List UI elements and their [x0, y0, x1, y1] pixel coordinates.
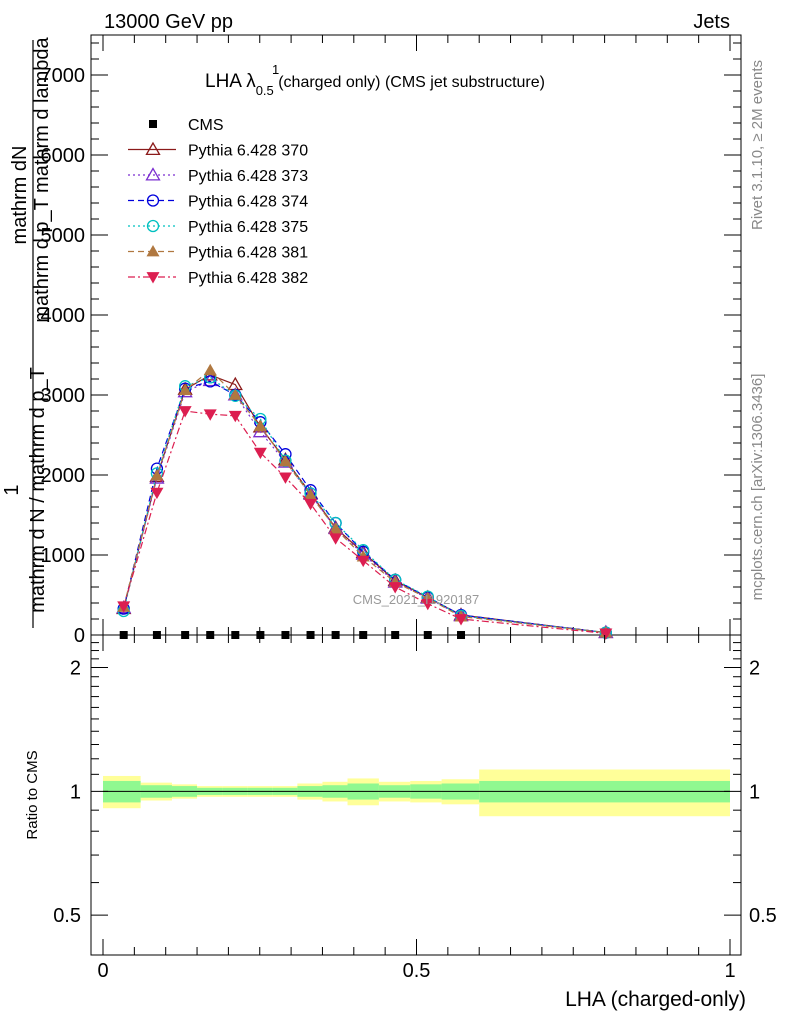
legend-entry: Pythia 6.428 381 [128, 245, 308, 262]
legend-entry: Pythia 6.428 374 [128, 194, 308, 211]
plot-title-rest: (charged only) (CMS jet substructure) [274, 74, 545, 91]
data-point-marker [231, 631, 240, 639]
y-tick-label: 2000 [41, 465, 86, 487]
x-tick-label: 1 [724, 960, 735, 982]
legend-entry: Pythia 6.428 370 [128, 141, 308, 160]
y-tick-label: 5000 [41, 225, 86, 247]
legend-label: Pythia 6.428 373 [188, 168, 308, 185]
data-point-marker [306, 631, 315, 639]
data-point-marker [150, 469, 164, 481]
x-tick-label: 0.5 [403, 960, 431, 982]
ratio-y-tick-label-left: 0.5 [53, 905, 81, 927]
legend-marker [149, 120, 157, 128]
ratio-y-tick-label-left: 2 [70, 658, 81, 680]
y-tick-label: 0 [74, 625, 85, 647]
data-point-marker [253, 419, 267, 432]
legend-label: Pythia 6.428 381 [188, 245, 308, 262]
data-point-marker [281, 631, 290, 639]
data-point-marker [391, 631, 400, 639]
plot-title-superscript: 1 [272, 62, 279, 77]
main-plot-layer: 0 1000 2000 3000 4000 5000 6000 7000 [41, 35, 741, 647]
main-ylabel-top2: mathrm d p_T mathrm d lambda [31, 36, 53, 322]
legend-marker [146, 272, 160, 284]
data-point-marker [423, 631, 432, 639]
ratio-y-tick-label-left: 1 [70, 781, 81, 803]
series-line [123, 369, 606, 634]
rivet-version-label: Rivet 3.1.10, ≥ 2M events [749, 60, 766, 230]
legend-marker [145, 167, 161, 181]
data-point-marker [178, 406, 192, 418]
data-point-marker [454, 614, 468, 626]
series-line [123, 410, 606, 634]
mcplots-label: mcplots.cern.ch [arXiv:1306.3436] [749, 374, 766, 601]
plot-title-main: LHA λ [205, 71, 256, 92]
y-tick-label: 1000 [41, 545, 86, 567]
data-point-marker [278, 454, 292, 467]
data-point-marker [203, 409, 217, 421]
main-ylabel-top: mathrm dN [9, 146, 31, 245]
data-point-marker [304, 498, 318, 511]
data-point-marker [150, 487, 164, 500]
data-point-marker [304, 488, 318, 500]
ratio-y-tick-label-right: 0.5 [749, 905, 777, 927]
data-point-marker [359, 631, 368, 639]
data-point-marker [331, 631, 340, 639]
x-tick-label: 0 [97, 960, 108, 982]
legend-label: CMS [188, 117, 224, 134]
data-point-marker [178, 383, 192, 396]
series-6 [117, 406, 613, 640]
legend-marker [146, 245, 160, 257]
legend-label: Pythia 6.428 382 [188, 270, 308, 287]
header-energy-label: 13000 GeV pp [104, 11, 233, 33]
y-tick-label: 7000 [41, 65, 86, 87]
data-point-marker [206, 631, 215, 639]
ratio-ylabel: Ratio to CMS [24, 750, 41, 839]
analysis-watermark: CMS_2021_I1920187 [353, 592, 480, 607]
series-line [123, 379, 606, 634]
legend: CMS Pythia 6.428 370 Pythia 6.428 373 Pythi… [128, 117, 308, 287]
legend-marker [145, 141, 161, 156]
y-tick-label: 4000 [41, 305, 86, 327]
data-point-marker [203, 363, 217, 376]
legend-marker [146, 194, 160, 207]
data-point-marker [421, 598, 435, 611]
data-point-marker [117, 601, 131, 613]
legend-label: Pythia 6.428 370 [188, 143, 308, 160]
legend-entry: Pythia 6.428 373 [128, 167, 308, 185]
legend-entry: CMS [149, 117, 224, 134]
x-axis-label: LHA (charged-only) [565, 988, 746, 1011]
legend-label: Pythia 6.428 375 [188, 219, 308, 236]
plot-title-subscript: 0.5 [256, 83, 274, 98]
data-point-marker [329, 522, 343, 534]
y-tick-label: 6000 [41, 145, 86, 167]
ratio-plot-layer: 0.5 0.5 1 1 2 2 0 0.5 1 [53, 635, 777, 982]
data-point-marker [329, 533, 343, 545]
main-ylabel-bottom: mathrm d N / mathrm d p_T [27, 367, 49, 613]
data-point-marker [457, 631, 466, 639]
header-jets-label: Jets [693, 11, 730, 33]
legend-label: Pythia 6.428 374 [188, 194, 308, 211]
data-point-marker [119, 631, 128, 639]
data-point-marker [152, 631, 161, 639]
main-ylabel-one: 1 [1, 484, 23, 495]
data-point-marker [228, 410, 242, 423]
data-point-marker [599, 628, 613, 640]
data-point-marker [202, 372, 218, 387]
data-point-marker [388, 582, 402, 594]
data-point-marker [228, 388, 242, 400]
data-point-marker [181, 631, 190, 639]
legend-entry: Pythia 6.428 382 [128, 270, 308, 287]
series-0 [119, 631, 466, 639]
ratio-y-tick-label-right: 2 [749, 658, 760, 680]
data-point-marker [256, 631, 265, 639]
data-point-marker [356, 555, 370, 568]
y-tick-label: 3000 [41, 385, 86, 407]
legend-entry: Pythia 6.428 375 [128, 219, 308, 236]
plot-title: LHA λ0.5 (charged only) (CMS jet substru… [205, 71, 545, 98]
data-point-marker [278, 472, 292, 484]
data-point-marker [253, 447, 267, 460]
legend-marker [146, 219, 160, 233]
ratio-y-tick-label-right: 1 [749, 781, 760, 803]
